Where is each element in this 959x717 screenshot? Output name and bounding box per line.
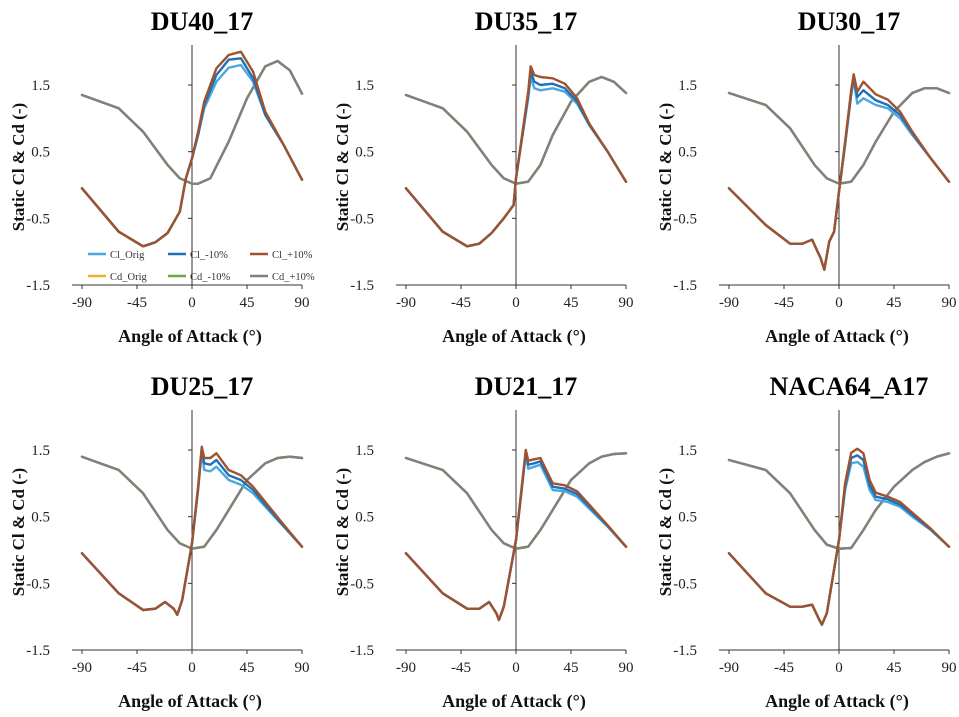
x-tick-label: -45 [451,660,471,676]
x-tick-label: -90 [719,660,739,676]
x-tick-label: -45 [774,295,794,311]
legend-entry: Cd_Orig [110,272,148,283]
x-axis-label: Angle of Attack (°) [118,326,262,347]
x-tick-label: -90 [72,660,92,676]
x-tick-label: 90 [619,295,634,311]
y-tick-label: -1.5 [673,278,697,294]
y-tick-label: -0.5 [350,211,374,227]
y-axis-label: Static Cl & Cd (-) [333,103,352,231]
x-tick-label: 45 [887,295,902,311]
x-tick-label: 0 [512,660,520,676]
y-tick-label: -1.5 [26,278,50,294]
x-axis-label: Angle of Attack (°) [442,691,586,712]
y-tick-label: 0.5 [31,510,50,526]
series-line-cd-10 [80,59,304,185]
x-axis-label: Angle of Attack (°) [765,326,909,347]
series-line-cd-10 [727,452,951,550]
y-tick-label: 0.5 [355,145,374,161]
legend-entry: Cl_Orig [110,250,145,261]
chart-panel-1: DU40_17 -1.5 -0.5 0.5 1.5 -90 -45 0 45 90 Angle of… [9,7,315,347]
y-axis-label: Static Cl & Cd (-) [333,468,352,596]
x-tick-label: 90 [619,660,634,676]
y-tick-label: -0.5 [673,211,697,227]
series-line-cd-10 [404,452,628,550]
x-tick-label: 45 [240,295,255,311]
y-tick-label: -0.5 [673,576,697,592]
y-tick-label: 1.5 [31,443,50,459]
x-tick-label: 90 [295,660,310,676]
x-tick-label: -90 [396,295,416,311]
chart-title: DU35_17 [475,7,578,36]
legend-entry: Cd_+10% [272,272,315,283]
y-axis-label: Static Cl & Cd (-) [9,103,28,231]
x-axis-label: Angle of Attack (°) [118,691,262,712]
y-tick-label: 1.5 [355,443,374,459]
y-axis-label: Static Cl & Cd (-) [656,103,675,231]
y-tick-label: 1.5 [355,78,374,94]
legend-entry: Cd_-10% [190,272,231,283]
x-tick-label: 0 [188,660,196,676]
y-tick-label: 1.5 [678,443,697,459]
chart-panel-6: NACA64_A17 -1.5 -0.5 0.5 1.5 -90 -45 0 45 90 Angle… [656,372,957,712]
chart-panel-3: DU30_17 -1.5 -0.5 0.5 1.5 -90 -45 0 45 90 Angle of… [656,7,957,347]
chart-panel-2: DU35_17 -1.5 -0.5 0.5 1.5 -90 -45 0 45 90 Angle of… [333,7,634,347]
series-line-cl-10 [727,447,951,626]
x-tick-label: 0 [512,295,520,311]
legend: Cl_Orig Cl_-10% Cl_+10% Cd_Orig Cd_-10% Cd_+1… [88,250,315,283]
chart-panel-4: DU25_17 -1.5 -0.5 0.5 1.5 -90 -45 0 45 90 Angle of… [9,372,310,712]
series-line-cd-10 [80,455,304,550]
x-axis-label: Angle of Attack (°) [765,691,909,712]
x-tick-label: 45 [564,660,579,676]
x-tick-label: -90 [72,295,92,311]
x-tick-label: -45 [451,295,471,311]
y-tick-label: -0.5 [26,211,50,227]
y-tick-label: 0.5 [355,510,374,526]
chart-title: DU30_17 [798,7,901,36]
chart-panel-5: DU21_17 -1.5 -0.5 0.5 1.5 -90 -45 0 45 90 Angle of… [333,372,634,712]
x-tick-label: -45 [774,660,794,676]
y-tick-label: 0.5 [678,145,697,161]
x-tick-label: 90 [295,295,310,311]
y-tick-label: -1.5 [673,643,697,659]
series-line-cl-10 [404,65,628,248]
y-tick-label: 0.5 [678,510,697,526]
y-axis-label: Static Cl & Cd (-) [656,468,675,596]
series-line-cd-10 [727,87,951,185]
x-tick-label: 45 [887,660,902,676]
y-tick-label: -1.5 [26,643,50,659]
y-tick-label: -1.5 [350,278,374,294]
series-line-cl-10 [404,448,628,622]
x-tick-label: -90 [396,660,416,676]
x-tick-label: 0 [188,295,196,311]
x-tick-label: -90 [719,295,739,311]
chart-title: DU21_17 [475,372,578,401]
chart-title: NACA64_A17 [770,372,929,401]
series-line-cl-10 [80,445,304,616]
x-tick-label: 90 [942,295,957,311]
y-tick-label: -1.5 [350,643,374,659]
x-tick-label: 0 [835,660,843,676]
y-tick-label: -0.5 [350,576,374,592]
legend-entry: Cl_-10% [190,250,228,261]
series-line-cl-10 [80,50,304,248]
legend-entry: Cl_+10% [272,250,313,261]
y-axis-label: Static Cl & Cd (-) [9,468,28,596]
x-axis-label: Angle of Attack (°) [442,326,586,347]
x-tick-label: 45 [564,295,579,311]
y-tick-label: 1.5 [678,78,697,94]
series-line-cd-10 [404,75,628,185]
x-tick-label: 0 [835,295,843,311]
x-tick-label: 45 [240,660,255,676]
series-line-cl-10 [727,73,951,271]
y-tick-label: -0.5 [26,576,50,592]
y-tick-label: 0.5 [31,145,50,161]
x-tick-label: -45 [127,660,147,676]
x-tick-label: -45 [127,295,147,311]
chart-title: DU25_17 [151,372,254,401]
chart-title: DU40_17 [151,7,254,36]
y-tick-label: 1.5 [31,78,50,94]
x-tick-label: 90 [942,660,957,676]
